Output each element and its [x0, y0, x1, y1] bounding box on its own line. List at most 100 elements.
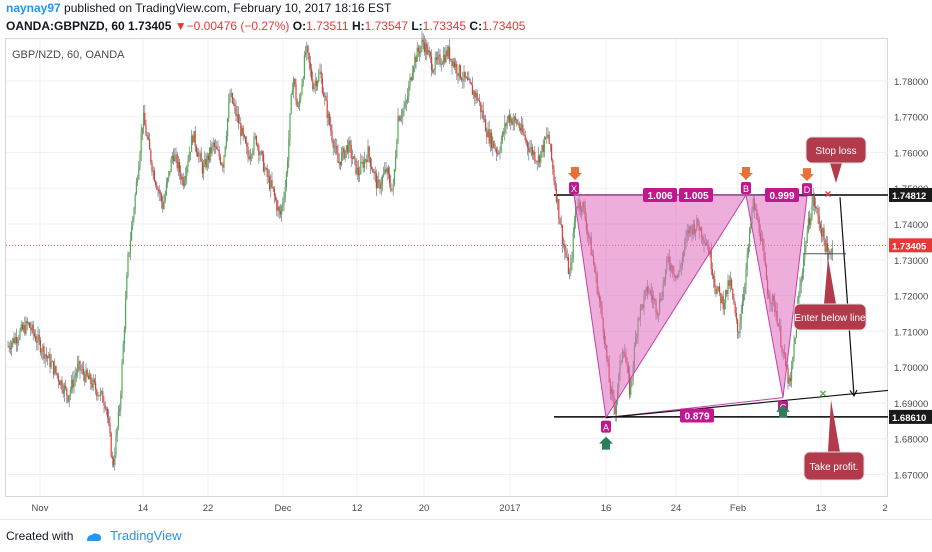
candle-body: [339, 161, 341, 165]
candle-body: [392, 184, 394, 189]
candle-body: [221, 163, 223, 165]
chart-area[interactable]: [5, 38, 888, 497]
candle-body: [713, 275, 715, 279]
candle-body: [159, 193, 161, 195]
candle-body: [792, 356, 794, 368]
candle-body: [125, 299, 127, 330]
candle-body: [243, 134, 245, 138]
candle-body: [367, 146, 369, 163]
candle-body: [115, 435, 117, 456]
candle-body: [21, 324, 23, 330]
candle-body: [218, 150, 220, 157]
candle-body: [253, 136, 255, 151]
candle-body: [350, 145, 352, 158]
candle-body: [377, 179, 379, 189]
candle-body: [79, 361, 81, 371]
candle-body: [133, 208, 135, 218]
candle-body: [800, 279, 802, 286]
author-link[interactable]: naynay97: [6, 1, 61, 15]
candle-body: [791, 367, 793, 382]
candle-body: [66, 388, 68, 396]
candle-body: [289, 113, 291, 139]
ratio-label: 1.006: [647, 191, 672, 202]
candle-body: [63, 385, 65, 394]
candle-body: [222, 164, 224, 168]
candle-body: [547, 134, 549, 136]
candle-body: [303, 54, 305, 78]
candle-body: [179, 162, 181, 173]
candle-body: [743, 293, 745, 302]
candle-body: [575, 207, 577, 223]
candle-body: [403, 107, 405, 111]
candle-body: [738, 332, 740, 333]
candle-body: [174, 154, 176, 162]
candle-body: [440, 64, 442, 66]
candle-body: [251, 155, 253, 156]
candle-body: [615, 401, 617, 414]
candle-body: [511, 118, 513, 125]
candle-body: [240, 123, 242, 137]
candle-body: [533, 151, 535, 155]
tradingview-brand[interactable]: TradingView: [110, 528, 182, 543]
candle-body: [810, 217, 812, 226]
candle-body: [401, 116, 403, 118]
candle-body: [239, 123, 241, 124]
candle-body: [143, 112, 145, 128]
candle-body: [162, 201, 164, 209]
candle-body: [433, 69, 435, 73]
candle-body: [89, 374, 91, 380]
candle-body: [209, 147, 211, 161]
candle-body: [223, 155, 225, 168]
candle-body: [449, 47, 451, 61]
ratio-badge: [643, 188, 677, 203]
candle-body: [341, 152, 343, 165]
candle-body: [459, 65, 461, 79]
candle-body: [464, 71, 466, 78]
candle-body: [735, 312, 737, 320]
candle-body: [422, 39, 424, 43]
y-tick-label: 1.74000: [894, 220, 928, 231]
candle-body: [498, 152, 500, 154]
candle-body: [177, 162, 179, 169]
candle-body: [242, 127, 244, 135]
candle-body: [213, 142, 215, 147]
candle-body: [537, 155, 539, 163]
candle-body: [536, 161, 538, 163]
candle-body: [236, 114, 238, 117]
candle-body: [228, 101, 230, 119]
point-label-badge: [741, 182, 751, 195]
candle-body: [137, 179, 139, 182]
x-tick-label: 14: [138, 503, 149, 514]
candle-body: [299, 99, 301, 107]
candle-body: [729, 279, 731, 286]
candle-body: [458, 65, 460, 77]
candle-body: [135, 181, 137, 195]
candle-body: [110, 433, 112, 457]
candle-body: [48, 354, 50, 359]
candle-body: [456, 63, 458, 74]
take-profit-callout: Take profit.: [803, 400, 865, 481]
candle-body: [727, 280, 729, 295]
candle-body: [186, 167, 188, 177]
candle-body: [44, 354, 46, 359]
candle-body: [513, 117, 515, 122]
candle-body: [123, 329, 125, 345]
candle-body: [355, 158, 357, 174]
candle-body: [378, 179, 380, 182]
callout-box: [803, 451, 865, 481]
candle-body: [420, 46, 422, 54]
candle-body: [317, 80, 319, 87]
candle-body: [408, 85, 410, 97]
x-tick-label: 22: [203, 503, 214, 514]
candle-body: [205, 159, 207, 168]
candle-body: [494, 148, 496, 150]
callout-text: Stop loss: [815, 146, 856, 157]
candle-body: [542, 145, 544, 153]
candle-body: [296, 100, 298, 107]
candle-body: [546, 134, 548, 139]
candle-body: [164, 194, 166, 202]
projection-arrowhead: [849, 389, 858, 397]
candle-body: [53, 361, 55, 375]
candle-body: [569, 272, 571, 274]
